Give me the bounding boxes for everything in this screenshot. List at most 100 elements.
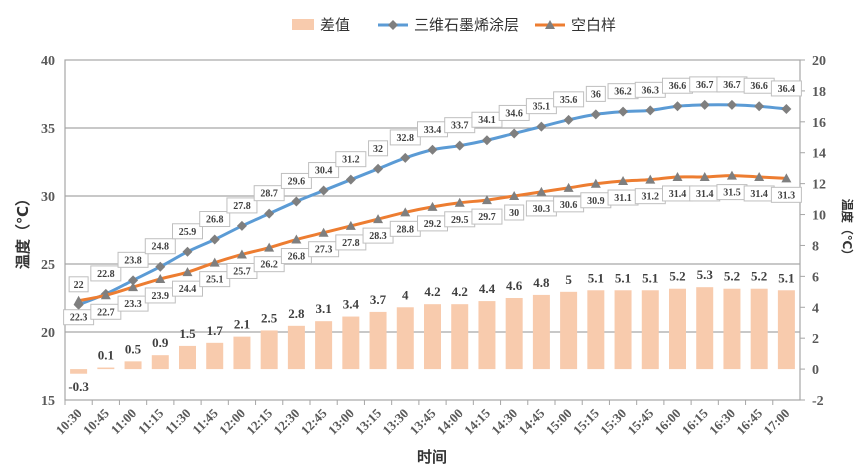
x-tick-label: 15:45 xyxy=(624,405,656,437)
bar-data-label: 2.5 xyxy=(261,310,278,325)
bar-data-label: 4.2 xyxy=(424,284,440,299)
bar-data-label: 3.4 xyxy=(343,297,360,312)
bar-data-label: -0.3 xyxy=(68,379,89,394)
diamond-marker xyxy=(618,106,629,117)
bar-data-label: 5.2 xyxy=(724,269,740,284)
line-data-label: 31.4 xyxy=(696,189,714,200)
bar xyxy=(532,294,550,370)
bar-data-label: 3.1 xyxy=(315,301,331,316)
data-label-box xyxy=(117,251,149,268)
diamond-marker xyxy=(754,101,765,112)
line-data-label: 36.7 xyxy=(723,80,741,91)
x-tick-label: 16:15 xyxy=(679,405,711,437)
line-data-label: 33.4 xyxy=(424,125,442,136)
bar-data-label: 0.9 xyxy=(152,335,169,350)
data-label-box xyxy=(199,211,231,228)
triangle-marker xyxy=(209,257,220,267)
bar-data-label: 2.1 xyxy=(234,317,250,332)
data-label-box xyxy=(504,204,525,221)
diamond-marker xyxy=(509,128,520,139)
y-axis-title: 温度（℃） xyxy=(14,191,32,269)
line-data-label: 30.6 xyxy=(560,200,578,211)
y2-tick-label: 14 xyxy=(812,147,826,162)
bar-data-label: 4.4 xyxy=(479,281,496,296)
x-tick-label: 14:30 xyxy=(488,406,520,438)
bar-data-label: 5.2 xyxy=(751,269,767,284)
bar-data-label: 5.1 xyxy=(615,270,631,285)
line-data-label: 22 xyxy=(74,280,84,291)
diamond-marker xyxy=(590,109,601,120)
triangle-marker xyxy=(182,267,193,277)
triangle-marker xyxy=(781,173,792,183)
y2-tick-label: 4 xyxy=(812,301,819,316)
x-axis-title: 时间 xyxy=(417,448,447,466)
bar-data-label: 5.1 xyxy=(588,270,604,285)
data-label-box xyxy=(280,172,312,189)
line-data-label: 36.6 xyxy=(750,81,768,92)
line-data-label: 22.3 xyxy=(70,313,88,324)
legend-label: 差值 xyxy=(320,16,350,34)
diamond-marker xyxy=(291,196,302,207)
diamond-marker xyxy=(155,261,166,272)
triangle-marker xyxy=(672,171,683,181)
data-label-box xyxy=(226,197,258,214)
diamond-marker xyxy=(236,220,247,231)
y2-tick-label: 16 xyxy=(812,116,826,131)
bar-data-label: 4 xyxy=(402,287,409,302)
bar xyxy=(260,330,278,370)
line-data-label: 32.8 xyxy=(397,133,415,144)
line-data-label: 36.4 xyxy=(778,84,796,95)
line-data-label: 28.3 xyxy=(369,231,387,242)
data-label-box xyxy=(172,280,203,297)
triangle-marker xyxy=(73,295,84,305)
line-data-label: 24.4 xyxy=(179,284,197,295)
x-tick-label: 11:30 xyxy=(162,406,194,438)
y-tick-label: 25 xyxy=(41,258,55,273)
line-data-label: 23.9 xyxy=(152,291,170,302)
diamond-marker xyxy=(373,163,384,174)
line-data-label: 36.7 xyxy=(696,80,714,91)
y2-tick-label: 18 xyxy=(812,85,826,100)
line-data-label: 31.1 xyxy=(614,193,632,204)
diamond-icon xyxy=(388,20,398,30)
x-tick-label: 12:15 xyxy=(243,405,275,437)
line-data-label: 30.4 xyxy=(315,166,333,177)
data-label-box xyxy=(199,271,231,288)
x-tick-label: 11:45 xyxy=(189,405,221,437)
triangle-marker xyxy=(481,195,492,205)
data-label-box xyxy=(172,223,203,240)
y-tick-label: 15 xyxy=(41,394,55,409)
x-tick-label: 15:00 xyxy=(543,406,575,438)
y-tick-label: 35 xyxy=(41,122,55,137)
diamond-marker xyxy=(454,140,465,151)
line-data-label: 25.9 xyxy=(179,227,197,238)
legend-bar-swatch xyxy=(292,19,314,30)
diamond-marker xyxy=(536,121,547,132)
data-label-box xyxy=(770,80,802,97)
line-data-label: 26.8 xyxy=(206,215,224,226)
triangle-marker xyxy=(699,171,710,181)
line-data-label: 26.8 xyxy=(288,252,306,263)
diamond-marker xyxy=(209,234,220,245)
line-data-label: 22.8 xyxy=(97,269,115,280)
triangle-marker xyxy=(726,170,737,180)
x-tick-label: 10:45 xyxy=(80,405,112,437)
bar xyxy=(560,291,578,370)
line-data-label: 31.2 xyxy=(642,192,660,203)
bar xyxy=(315,321,333,370)
bar-data-label: 5 xyxy=(565,272,572,287)
data-label-box xyxy=(368,140,389,157)
data-label-box xyxy=(253,256,285,273)
bar-data-label: 2.8 xyxy=(288,306,305,321)
line-data-label: 31.5 xyxy=(723,188,741,199)
bar xyxy=(614,290,632,370)
diamond-marker xyxy=(672,101,683,112)
triangle-icon xyxy=(545,20,555,29)
bar-data-label: 4.6 xyxy=(506,278,523,293)
diamond-marker xyxy=(481,135,492,146)
triangle-marker xyxy=(645,174,656,184)
line-data-label: 35.1 xyxy=(533,102,551,113)
bar xyxy=(696,287,714,370)
bar xyxy=(179,345,196,370)
bar xyxy=(124,361,142,370)
